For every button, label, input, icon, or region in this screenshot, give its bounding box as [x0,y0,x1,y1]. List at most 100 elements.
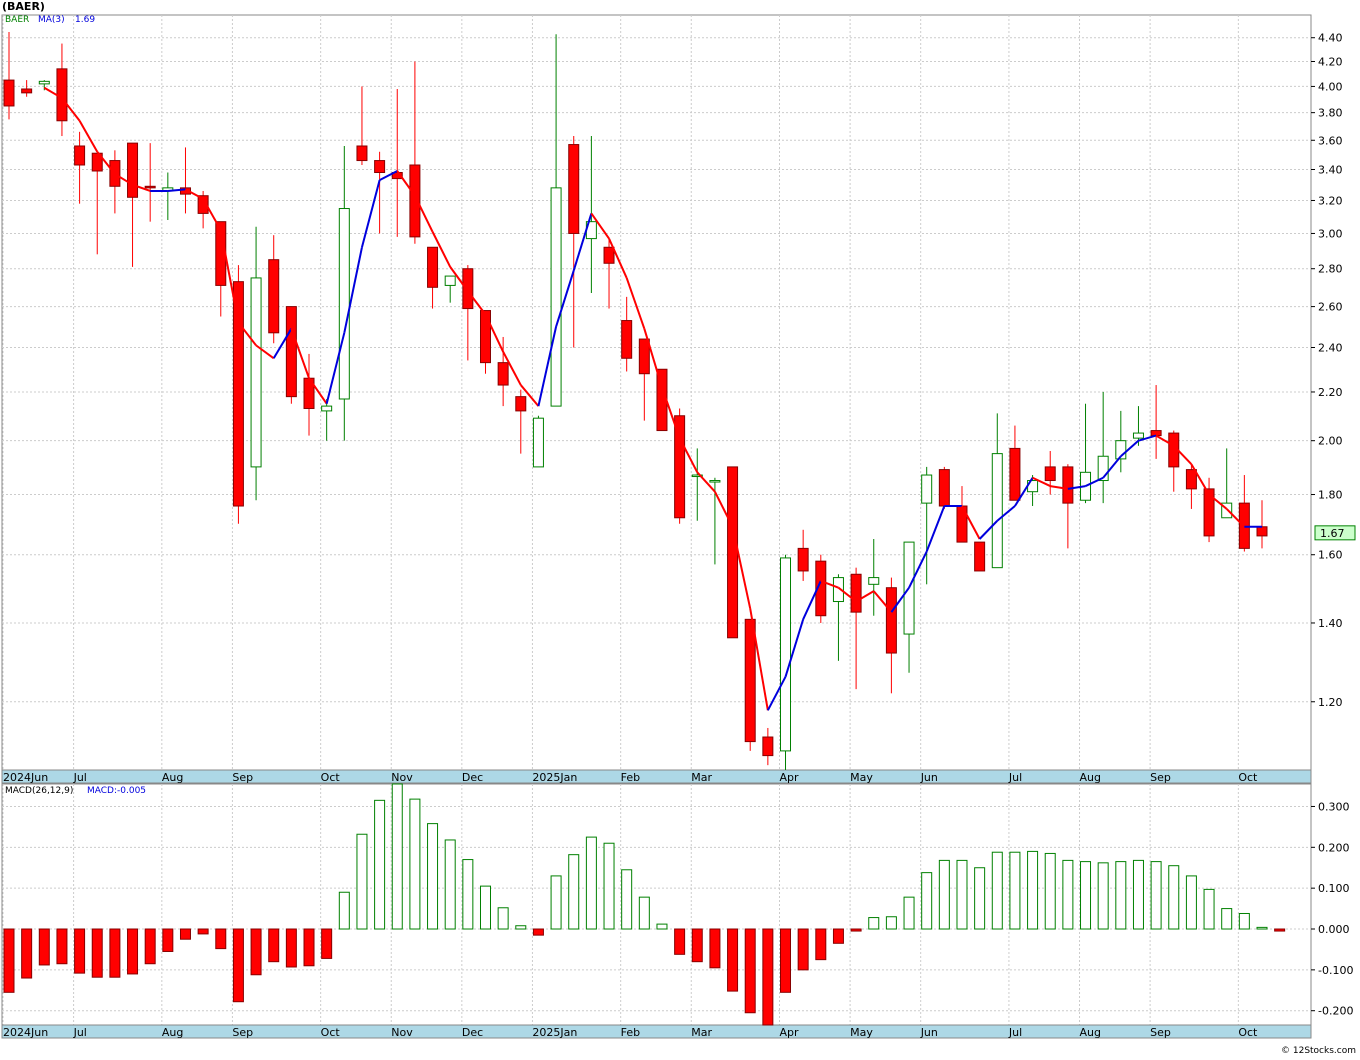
macd-bar [1027,850,1039,930]
candle-body [621,320,633,359]
ma-line-segment [855,590,875,603]
ma-line-segment [537,326,558,407]
ma-line-segment [1225,508,1246,528]
price-xaxis-label: Sep [1150,771,1171,784]
candle-body [550,187,562,407]
candle-body [374,160,386,174]
candle-body [762,736,774,757]
macd-bar [374,799,386,930]
ma-line-segment [132,183,151,192]
macd-bar [197,928,209,935]
price-ytick-label: 4.20 [1318,55,1343,68]
candle-body [1009,447,1021,501]
ma-line-segment [237,321,257,346]
candle-body [1150,430,1162,437]
macd-xaxis-label: Jun [920,1026,938,1039]
macd-bar [1221,908,1233,930]
candle-body [868,577,880,585]
macd-bar [127,928,139,975]
macd-bar [1009,851,1021,930]
macd-xaxis-label: Oct [1238,1026,1258,1039]
macd-bar [1256,926,1268,930]
macd-bar [179,928,191,940]
macd-bar [462,859,474,930]
price-ytick-label: 2.80 [1318,263,1343,276]
candle-body [727,466,739,639]
macd-bar [921,872,933,930]
macd-bar [1168,865,1180,930]
ma-line-segment [766,676,787,711]
ma-line-segment [908,551,928,589]
ma-line-segment [749,608,769,711]
price-ytick-label: 2.00 [1318,435,1343,448]
price-ytick-label: 1.80 [1318,489,1343,502]
macd-bar [1203,888,1215,930]
macd-bar [515,925,527,930]
ma-line-segment [396,170,416,197]
price-xaxis-label: May [850,771,873,784]
ma-line-segment [696,471,716,493]
ma-line-segment [661,387,681,439]
price-xaxis-label: Jun [920,771,938,784]
candle-body [427,246,439,288]
macd-bar [674,928,686,955]
price-xaxis-label: Jul [73,771,87,784]
ma-line-segment [1050,485,1069,490]
ma-line-segment [61,97,81,122]
ma-line-segment [872,590,893,613]
macd-xaxis-label: Mar [691,1026,712,1039]
ma-line-segment [1014,477,1034,507]
candle-body [321,405,333,412]
candle-body [127,142,139,198]
ma-line-segment [484,314,505,353]
candle-body [38,80,50,85]
ma-line-segment [379,170,398,182]
candle-body [232,281,244,507]
price-ytick-label: 4.40 [1318,32,1343,45]
price-xaxis-label: Jul [1008,771,1022,784]
macd-bar [91,928,103,978]
candle-body [1044,466,1056,482]
ma-line-segment [202,198,222,231]
ma-line-segment [961,505,981,540]
macd-bar [1080,861,1092,930]
ma-line-segment [1120,439,1140,457]
candle-body [250,277,262,468]
ma-line-segment [678,437,699,473]
ma-line-segment [1032,476,1051,487]
macd-bar [56,928,68,965]
candle-body [3,79,15,107]
macd-bar [815,928,827,961]
ma-line-segment [78,120,99,153]
candle-body [409,164,421,238]
macd-bar [3,928,15,993]
macd-bar [427,823,439,930]
macd-bar [850,928,862,932]
macd-xaxis-label: Oct [321,1026,341,1039]
macd-bar [903,896,915,930]
ma-line-segment [714,491,734,528]
candle-body [21,88,33,94]
macd-legend: MACD(26,12,9) [5,786,74,796]
macd-xaxis-label: May [850,1026,873,1039]
macd-ytick-label: -0.200 [1318,1005,1353,1018]
price-xaxis-label: Aug [162,771,183,784]
candle-body [638,338,650,375]
candle-body [832,577,844,603]
ma-line-segment [414,195,434,233]
macd-bar [1150,861,1162,930]
price-ytick-label: 1.20 [1318,696,1343,709]
ma-line-segment [1067,485,1086,490]
macd-bar [74,928,86,974]
ma-line-segment [43,86,63,99]
macd-bar [497,907,509,930]
macd-ytick-label: 0.300 [1318,800,1350,813]
macd-bar [709,928,721,969]
candle-body [1203,488,1215,537]
candle-body [479,310,491,364]
macd-ytick-label: 0.100 [1318,882,1350,895]
macd-bar [656,923,668,930]
macd-bar [356,833,368,930]
price-xaxis-band [1,769,1312,784]
macd-bar [285,928,297,968]
